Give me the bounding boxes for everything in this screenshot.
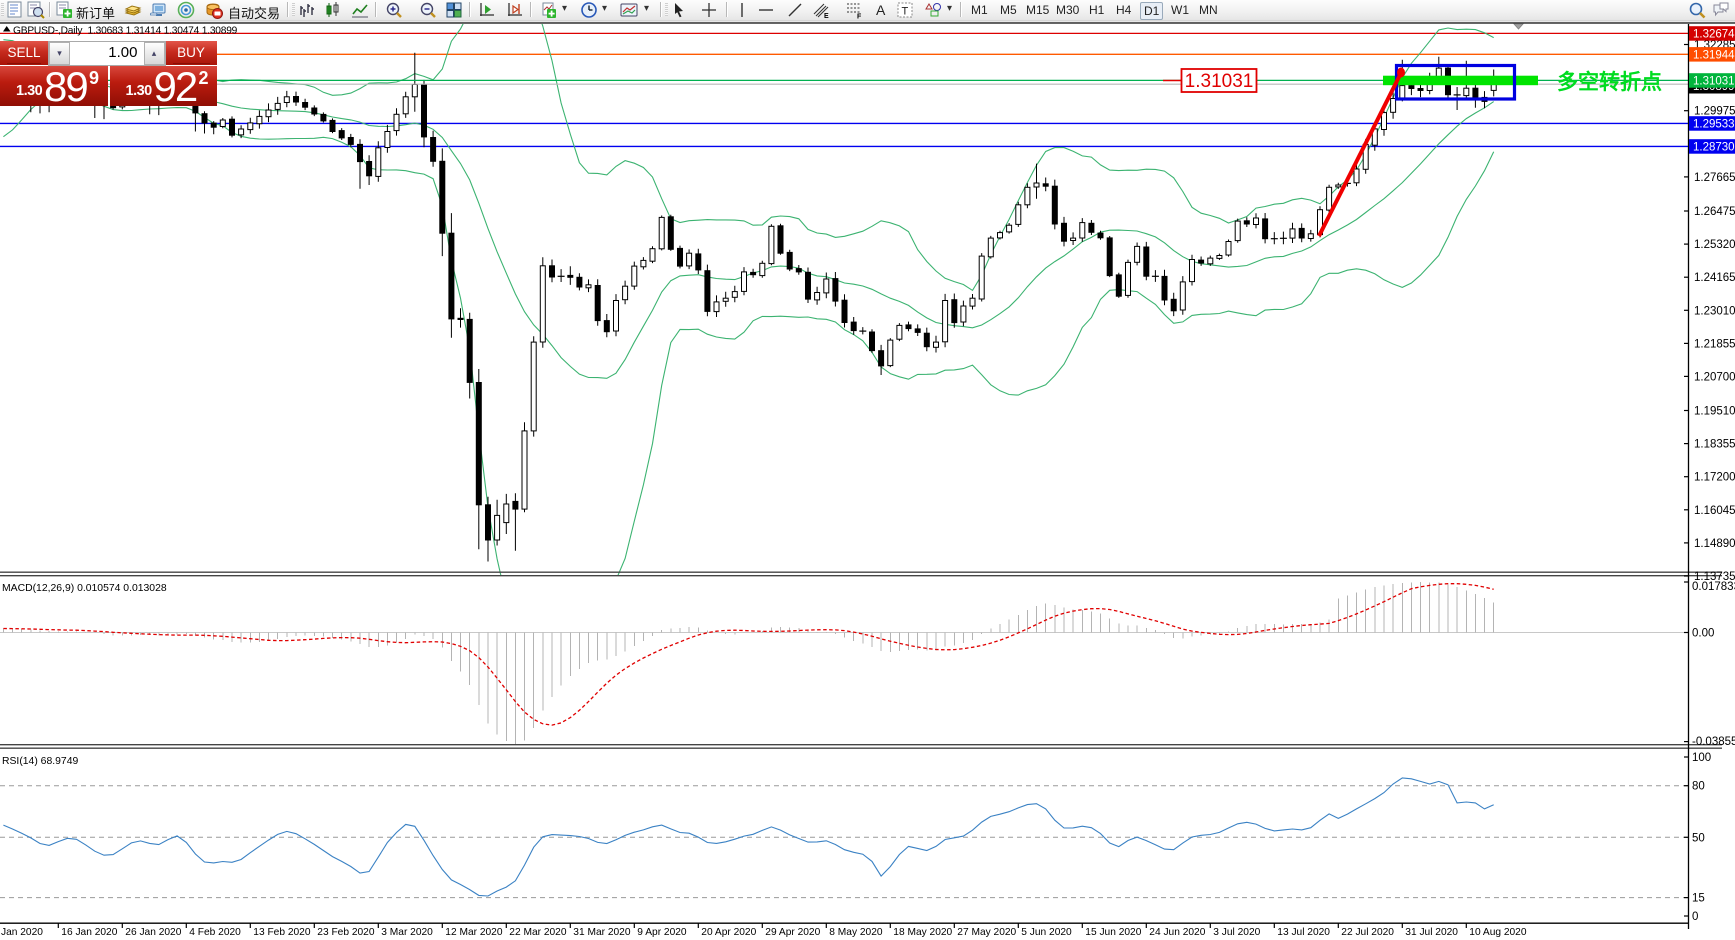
svg-text:0.00: 0.00 bbox=[1692, 628, 1714, 640]
svg-text:80: 80 bbox=[1692, 781, 1705, 793]
svg-text:0: 0 bbox=[1692, 911, 1698, 923]
svg-text:15: 15 bbox=[1692, 893, 1705, 905]
svg-text:20 Apr 2020: 20 Apr 2020 bbox=[701, 927, 756, 938]
svg-text:12 Mar 2020: 12 Mar 2020 bbox=[445, 927, 503, 938]
svg-text:13 Jul 2020: 13 Jul 2020 bbox=[1277, 927, 1330, 938]
svg-text:31 Jul 2020: 31 Jul 2020 bbox=[1405, 927, 1458, 938]
svg-text:31 Mar 2020: 31 Mar 2020 bbox=[573, 927, 631, 938]
svg-text:5 Jun 2020: 5 Jun 2020 bbox=[1021, 927, 1072, 938]
svg-text:22 Jul 2020: 22 Jul 2020 bbox=[1341, 927, 1394, 938]
svg-text:24 Jun 2020: 24 Jun 2020 bbox=[1149, 927, 1205, 938]
svg-text:3 Jul 2020: 3 Jul 2020 bbox=[1213, 927, 1260, 938]
svg-text:1.27665: 1.27665 bbox=[1694, 172, 1735, 184]
svg-text:15 Jun 2020: 15 Jun 2020 bbox=[1085, 927, 1141, 938]
svg-text:Jan 2020: Jan 2020 bbox=[1, 927, 43, 938]
svg-text:1.13735: 1.13735 bbox=[1694, 571, 1735, 583]
svg-text:1.24165: 1.24165 bbox=[1694, 272, 1735, 284]
svg-text:50: 50 bbox=[1692, 832, 1705, 844]
svg-text:3 Mar 2020: 3 Mar 2020 bbox=[381, 927, 433, 938]
svg-text:1.21855: 1.21855 bbox=[1694, 338, 1735, 350]
svg-text:T: T bbox=[902, 6, 909, 18]
svg-text:1.29975: 1.29975 bbox=[1694, 106, 1735, 118]
svg-text:1.26475: 1.26475 bbox=[1694, 206, 1735, 218]
svg-text:1.31031: 1.31031 bbox=[1185, 71, 1254, 92]
svg-text:1.17200: 1.17200 bbox=[1694, 472, 1735, 484]
svg-text:RSI(14) 68.9749: RSI(14) 68.9749 bbox=[2, 756, 78, 767]
svg-text:1.18355: 1.18355 bbox=[1694, 439, 1735, 451]
svg-text:8 May 2020: 8 May 2020 bbox=[829, 927, 883, 938]
svg-text:1.31944: 1.31944 bbox=[1693, 49, 1735, 61]
svg-text:1.25320: 1.25320 bbox=[1694, 239, 1735, 251]
svg-text:E: E bbox=[824, 13, 829, 19]
svg-text:22 Mar 2020: 22 Mar 2020 bbox=[509, 927, 567, 938]
svg-text:16 Jan 2020: 16 Jan 2020 bbox=[61, 927, 117, 938]
svg-text:1.31031: 1.31031 bbox=[1693, 75, 1735, 87]
svg-text:A: A bbox=[876, 2, 886, 18]
svg-text:29 Apr 2020: 29 Apr 2020 bbox=[765, 927, 820, 938]
svg-text:9 Apr 2020: 9 Apr 2020 bbox=[637, 927, 687, 938]
svg-text:1.23010: 1.23010 bbox=[1694, 305, 1735, 317]
svg-text:1.29533: 1.29533 bbox=[1693, 118, 1735, 130]
svg-text:1.20700: 1.20700 bbox=[1694, 371, 1735, 383]
svg-text:27 May 2020: 27 May 2020 bbox=[957, 927, 1016, 938]
svg-text:多空转折点: 多空转折点 bbox=[1557, 70, 1662, 94]
svg-text:F: F bbox=[857, 14, 862, 20]
svg-text:26 Jan 2020: 26 Jan 2020 bbox=[125, 927, 181, 938]
svg-text:1.16045: 1.16045 bbox=[1694, 505, 1735, 517]
svg-text:4 Feb 2020: 4 Feb 2020 bbox=[189, 927, 241, 938]
svg-text:GBPUSD-,Daily 1.30683 1.31414: GBPUSD-,Daily 1.30683 1.31414 1.30474 1.… bbox=[13, 26, 238, 37]
svg-text:100: 100 bbox=[1692, 752, 1711, 764]
svg-text:1.32674: 1.32674 bbox=[1693, 28, 1735, 40]
svg-text:MACD(12,26,9) 0.010574 0.01302: MACD(12,26,9) 0.010574 0.013028 bbox=[2, 583, 167, 594]
svg-text:1.14890: 1.14890 bbox=[1694, 538, 1735, 550]
svg-text:1.19510: 1.19510 bbox=[1694, 406, 1735, 418]
svg-text:18 May 2020: 18 May 2020 bbox=[893, 927, 952, 938]
svg-text:1.28730: 1.28730 bbox=[1693, 141, 1735, 153]
svg-text:10 Aug 2020: 10 Aug 2020 bbox=[1469, 927, 1527, 938]
svg-text:13 Feb 2020: 13 Feb 2020 bbox=[253, 927, 311, 938]
svg-text:-0.038559: -0.038559 bbox=[1692, 736, 1735, 748]
svg-text:0.017833: 0.017833 bbox=[1692, 581, 1735, 593]
svg-text:23 Feb 2020: 23 Feb 2020 bbox=[317, 927, 375, 938]
